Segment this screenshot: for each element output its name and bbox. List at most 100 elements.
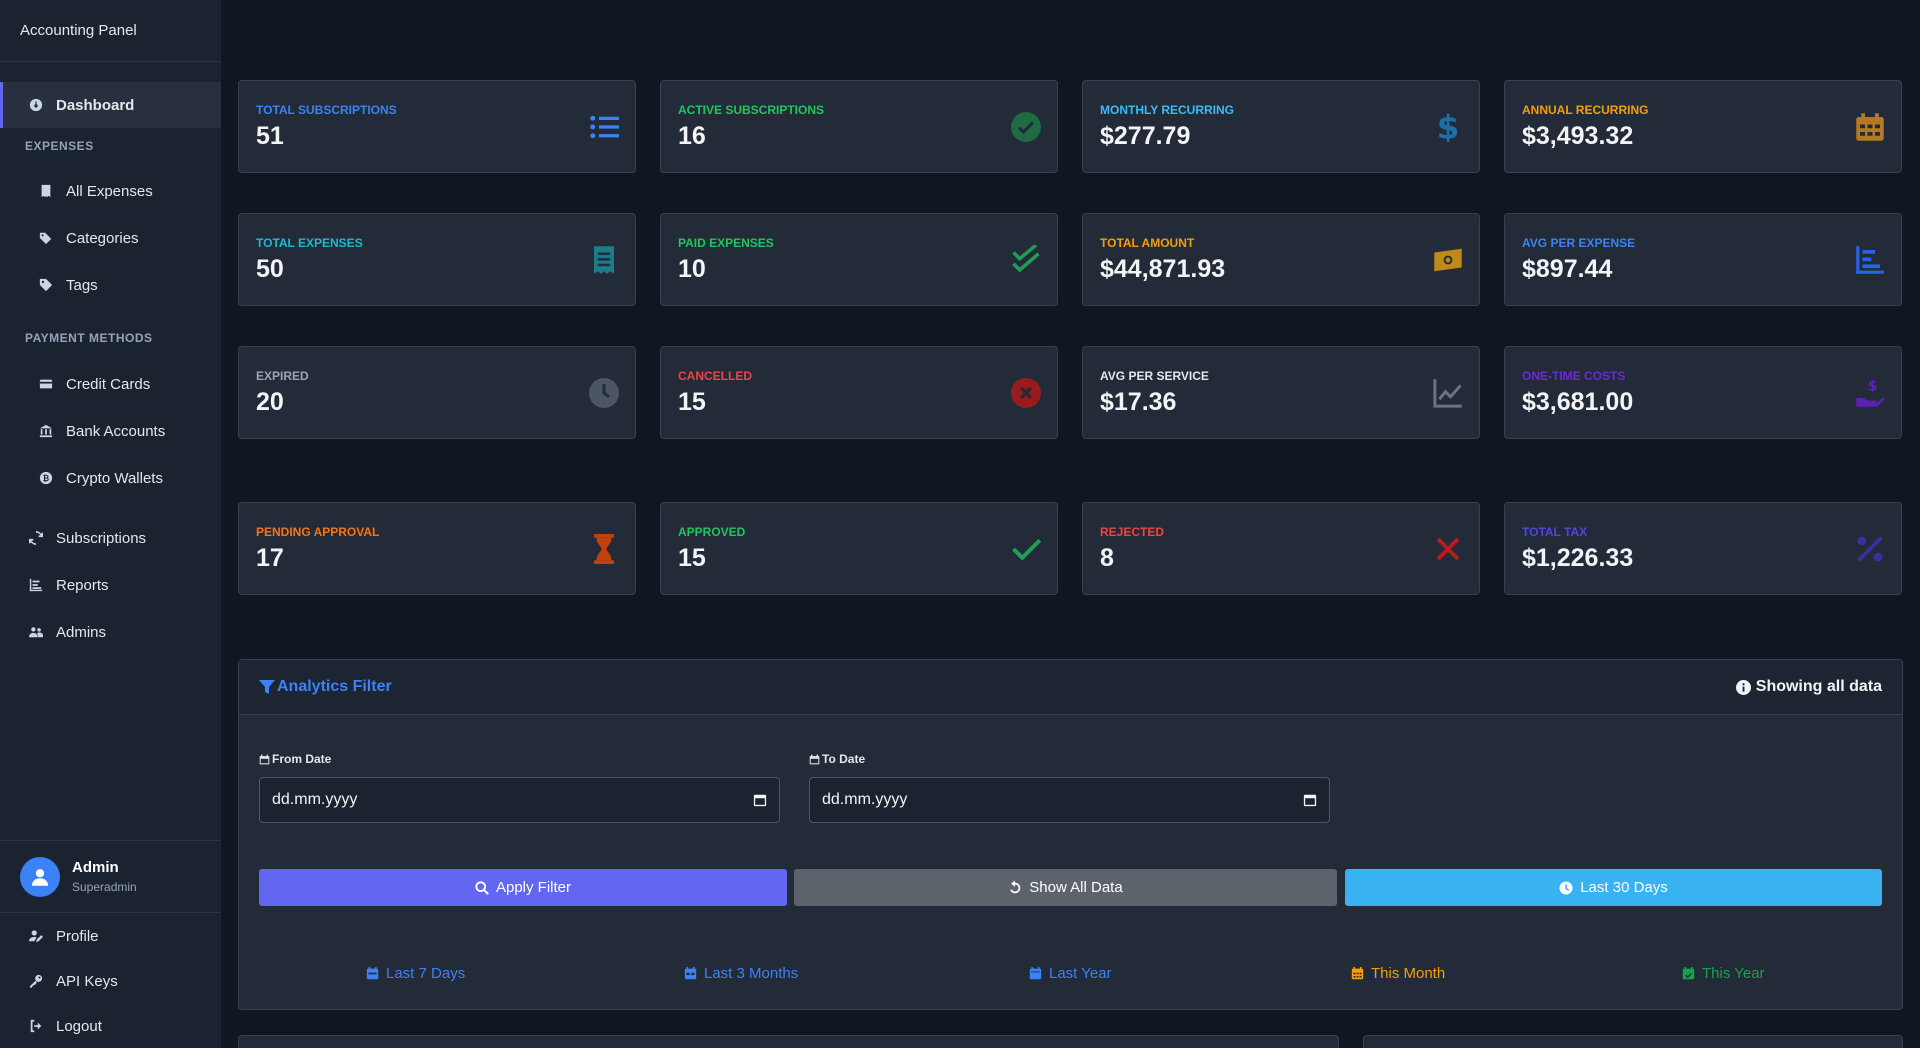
sidebar-item-label: Profile	[56, 927, 99, 945]
sidebar: Accounting Panel Dashboard EXPENSES All …	[0, 0, 221, 1048]
svg-text:$: $	[1437, 112, 1460, 142]
check-icon	[1010, 533, 1042, 565]
credit-card-icon	[38, 376, 54, 392]
sidebar-item-logout[interactable]: Logout	[0, 1003, 221, 1048]
sidebar-item-label: Admins	[56, 623, 107, 641]
stat-card-avg-per-service[interactable]: Avg Per Service $17.36	[1082, 346, 1480, 439]
sidebar-item-subscriptions[interactable]: Subscriptions	[0, 515, 221, 561]
section-heading-payment-methods: PAYMENT METHODS	[25, 331, 153, 345]
stat-card-monthly-recurring[interactable]: Monthly Recurring $277.79 $	[1082, 80, 1480, 173]
stat-value: 15	[678, 544, 706, 572]
stat-label: Approved	[678, 525, 746, 539]
sidebar-item-all-expenses[interactable]: All Expenses	[0, 168, 221, 214]
calendar-icon	[1854, 111, 1886, 143]
to-date-input[interactable]: dd.mm.yyyy	[809, 777, 1330, 823]
stat-card-total-amount[interactable]: Total Amount $44,871.93	[1082, 213, 1480, 306]
stat-value: 51	[256, 122, 284, 150]
last-30-days-button[interactable]: Last 30 Days	[1345, 869, 1882, 906]
from-date-label: From Date	[259, 752, 331, 766]
sidebar-item-tags[interactable]: Tags	[0, 262, 221, 308]
stat-card-total-tax[interactable]: Total Tax $1,226.33	[1504, 502, 1902, 595]
stat-card-pending-approval[interactable]: Pending Approval 17	[238, 502, 636, 595]
stat-label: Annual Recurring	[1522, 103, 1649, 117]
sidebar-item-categories[interactable]: Categories	[0, 215, 221, 261]
stat-label: Total Amount	[1100, 236, 1195, 250]
analytics-filter-panel: Analytics Filter Showing all data From D…	[238, 659, 1903, 1010]
chart-bar-icon	[28, 577, 44, 593]
stat-value: 15	[678, 388, 706, 416]
sidebar-item-crypto-wallets[interactable]: ₿ Crypto Wallets	[0, 455, 221, 501]
stat-card-rejected[interactable]: Rejected 8	[1082, 502, 1480, 595]
stat-card-total-subscriptions[interactable]: Total Subscriptions 51	[238, 80, 636, 173]
user-role: Superadmin	[72, 880, 137, 894]
calendar-icon	[259, 754, 270, 764]
users-icon	[28, 624, 44, 640]
to-date-value: dd.mm.yyyy	[822, 791, 908, 808]
filter-status-text: Showing all data	[1755, 678, 1882, 695]
sidebar-item-bank-accounts[interactable]: Bank Accounts	[0, 408, 221, 454]
bar-chart-icon	[1854, 244, 1886, 276]
sidebar-item-label: All Expenses	[66, 182, 153, 200]
stat-card-one-time-costs[interactable]: One-Time Costs $3,681.00 $	[1504, 346, 1902, 439]
clock-icon	[1559, 880, 1573, 895]
quick-filter-this-year[interactable]: This Year	[1682, 965, 1765, 982]
sidebar-item-label: Tags	[66, 276, 98, 294]
receipt-icon	[588, 244, 620, 276]
stat-value: 8	[1100, 544, 1114, 572]
quick-filter-last-year[interactable]: Last Year	[1029, 965, 1112, 982]
stat-card-cancelled[interactable]: Cancelled 15	[660, 346, 1058, 439]
sync-icon	[28, 530, 44, 546]
filter-icon	[259, 680, 275, 694]
sidebar-item-api-keys[interactable]: API Keys	[0, 958, 221, 1004]
filter-status: Showing all data	[1735, 678, 1882, 696]
filter-title-text: Analytics Filter	[277, 678, 392, 695]
sidebar-item-dashboard[interactable]: Dashboard	[0, 82, 221, 128]
sidebar-item-admins[interactable]: Admins	[0, 609, 221, 655]
filter-title: Analytics Filter	[259, 678, 392, 696]
stat-value: $1,226.33	[1522, 544, 1634, 572]
hand-dollar-icon: $	[1854, 377, 1886, 409]
stat-value: 16	[678, 122, 706, 150]
show-all-data-button[interactable]: Show All Data	[794, 869, 1337, 906]
quick-filter-this-month[interactable]: This Month	[1351, 965, 1445, 982]
chart-panel-right	[1363, 1035, 1903, 1048]
stat-label: Total Expenses	[256, 236, 363, 250]
chart-panel-left	[238, 1035, 1339, 1048]
quick-filter-last-3-months[interactable]: Last 3 Months	[684, 965, 798, 982]
sidebar-item-reports[interactable]: Reports	[0, 562, 221, 608]
stat-value: $3,493.32	[1522, 122, 1634, 150]
calendar-icon	[1029, 967, 1042, 980]
stat-value: $3,681.00	[1522, 388, 1634, 416]
stat-card-paid-expenses[interactable]: Paid Expenses 10	[660, 213, 1058, 306]
hourglass-icon	[588, 533, 620, 565]
quick-filter-last-7-days[interactable]: Last 7 Days	[366, 965, 465, 982]
from-date-input[interactable]: dd.mm.yyyy	[259, 777, 780, 823]
stat-value: 10	[678, 255, 706, 283]
stat-label: Pending Approval	[256, 525, 380, 539]
sidebar-item-label: Crypto Wallets	[66, 469, 163, 487]
stat-label: Paid Expenses	[678, 236, 774, 250]
svg-text:₿: ₿	[43, 474, 50, 483]
user-name: Admin	[72, 859, 119, 876]
stat-label: Expired	[256, 369, 309, 383]
calendar-picker-icon	[753, 794, 767, 807]
stat-label: Avg Per Service	[1100, 369, 1209, 383]
sidebar-item-credit-cards[interactable]: Credit Cards	[0, 361, 221, 407]
calendar-week-icon	[366, 967, 379, 980]
stat-card-expired[interactable]: Expired 20	[238, 346, 636, 439]
stat-label: Rejected	[1100, 525, 1165, 539]
x-circle-icon	[1010, 377, 1042, 409]
key-icon	[28, 973, 44, 989]
stat-card-avg-per-expense[interactable]: Avg Per Expense $897.44	[1504, 213, 1902, 306]
stat-card-approved[interactable]: Approved 15	[660, 502, 1058, 595]
stat-value: $17.36	[1100, 388, 1177, 416]
filter-header: Analytics Filter Showing all data	[239, 660, 1902, 715]
from-date-value: dd.mm.yyyy	[272, 791, 358, 808]
user-profile-box[interactable]: Admin Superadmin	[0, 841, 221, 913]
sidebar-item-profile[interactable]: Profile	[0, 913, 221, 959]
double-check-icon	[1010, 244, 1042, 276]
apply-filter-button[interactable]: Apply Filter	[259, 869, 787, 906]
stat-card-active-subscriptions[interactable]: Active Subscriptions 16	[660, 80, 1058, 173]
stat-card-total-expenses[interactable]: Total Expenses 50	[238, 213, 636, 306]
stat-card-annual-recurring[interactable]: Annual Recurring $3,493.32	[1504, 80, 1902, 173]
